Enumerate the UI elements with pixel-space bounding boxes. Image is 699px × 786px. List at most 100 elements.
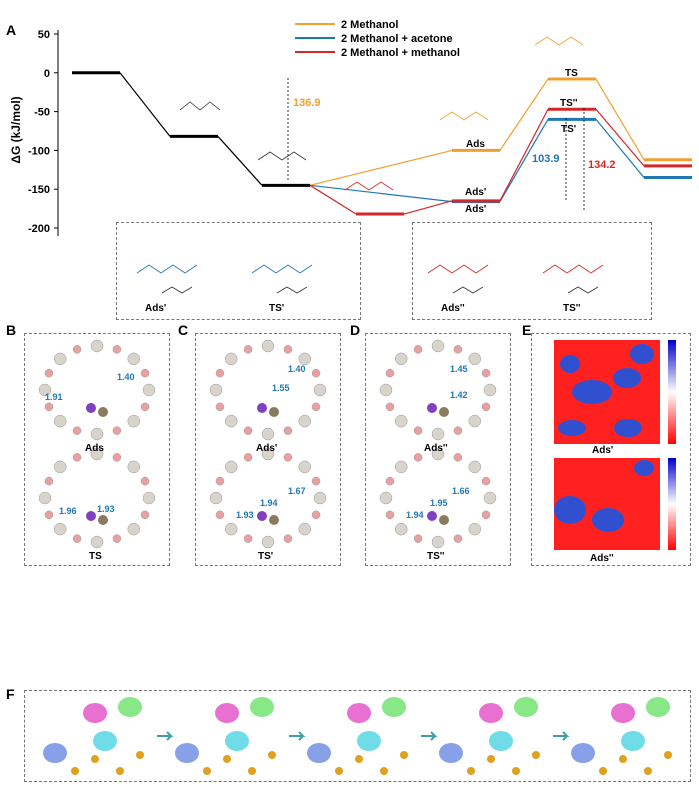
framework-atom: [72, 534, 82, 543]
framework-o-atom: [335, 767, 343, 775]
framework-atom: [72, 426, 82, 435]
framework-atom: [453, 453, 463, 462]
sketch-ts-initial: [257, 151, 307, 161]
step-arrow: [289, 731, 306, 741]
state-label-ads1b: Ads': [465, 204, 486, 215]
orbital-lobe: [514, 697, 538, 717]
orbital-sequence: [43, 697, 672, 775]
structure-sketches: [179, 36, 584, 191]
connector: [403, 200, 453, 215]
panel-label-f: F: [6, 686, 15, 702]
dist-d-bottom-3: 1.94: [406, 510, 424, 520]
framework-atom: [215, 402, 225, 412]
framework-atom: [413, 534, 423, 543]
framework-atom: [243, 534, 253, 543]
label-d-top: Ads'': [424, 443, 448, 454]
orbital-lobe: [347, 703, 371, 723]
si-atom: [439, 407, 449, 417]
si-atom: [98, 515, 108, 525]
legend-label-methanol: 2 Methanol: [341, 19, 398, 31]
structure-box-d: Ads'' TS'' 1.45 1.42 1.66 1.95 1.94: [365, 333, 511, 566]
elf-label-top: Ads': [592, 445, 614, 456]
framework-atom: [53, 460, 67, 474]
barrier-value-red: 134.2: [588, 159, 616, 171]
inset-label-ts1: TS': [269, 303, 285, 314]
panel-label-d: D: [350, 322, 361, 338]
elf-box: Ads' Ads'': [531, 333, 691, 566]
orbital-lobe: [382, 697, 406, 717]
orbital-lobe: [646, 697, 670, 717]
framework-atom: [468, 522, 482, 536]
framework-o-atom: [248, 767, 256, 775]
framework-atom: [209, 491, 223, 505]
framework-atom: [283, 453, 293, 462]
y-tick-label: -100: [28, 145, 50, 157]
y-tick-label: -150: [28, 184, 50, 196]
framework-o-atom: [380, 767, 388, 775]
framework-atom: [72, 453, 82, 462]
dist-b-top-1: 1.91: [45, 392, 63, 402]
orbital-lobe: [439, 743, 463, 763]
framework-atom: [394, 522, 408, 536]
framework-atom: [298, 352, 312, 366]
orbital-lobe: [357, 731, 381, 751]
inset-acetone-sketch: [136, 264, 313, 294]
framework-atom: [311, 368, 321, 378]
elf-map-bottom-basins: [554, 460, 654, 532]
inset-methanol-sketch: [427, 264, 604, 294]
framework-atom: [112, 534, 122, 543]
framework-atom: [72, 345, 82, 354]
framework-atom: [431, 427, 445, 441]
framework-atom: [385, 402, 395, 412]
orbital-lobe: [621, 731, 645, 751]
sketch-ts: [534, 36, 584, 46]
inset-label-ads2: Ads'': [441, 303, 465, 314]
si-atom: [98, 407, 108, 417]
dist-b-top-2: 1.40: [117, 372, 135, 382]
zeolite-cage: [379, 339, 497, 549]
orbital-lobe: [83, 703, 107, 723]
framework-o-atom: [487, 755, 495, 763]
framework-o-atom: [532, 751, 540, 759]
dist-c-bottom-1: 1.67: [288, 486, 306, 496]
framework-atom: [90, 447, 104, 461]
framework-o-atom: [71, 767, 79, 775]
state-label-ads1: Ads': [465, 187, 486, 198]
framework-atom: [90, 339, 104, 353]
framework-o-atom: [91, 755, 99, 763]
al-atom: [86, 403, 96, 413]
orbital-lobe: [175, 743, 199, 763]
si-atom: [269, 407, 279, 417]
inset-box-methanol: Ads'' TS'': [412, 222, 652, 320]
framework-atom: [431, 447, 445, 461]
dist-b-bottom-1: 1.96: [59, 506, 77, 516]
framework-atom: [394, 414, 408, 428]
framework-o-atom: [512, 767, 520, 775]
state-label-ads: Ads: [466, 139, 485, 150]
framework-atom: [209, 383, 223, 397]
orbital-lobe: [611, 703, 635, 723]
framework-atom: [313, 491, 327, 505]
framework-atom: [44, 402, 54, 412]
panel-label-b: B: [6, 322, 17, 338]
label-b-bottom: TS: [89, 551, 102, 562]
dist-d-top-1: 1.45: [450, 364, 468, 374]
al-atom: [257, 511, 267, 521]
framework-atom: [127, 414, 141, 428]
framework-atom: [298, 460, 312, 474]
al-atom: [427, 403, 437, 413]
orbital-lobe: [307, 743, 331, 763]
framework-atom: [224, 352, 238, 366]
framework-atom: [298, 522, 312, 536]
framework-atom: [468, 460, 482, 474]
framework-atom: [481, 476, 491, 486]
framework-atom: [311, 510, 321, 520]
framework-o-atom: [467, 767, 475, 775]
connector: [595, 108, 645, 167]
connector: [309, 184, 357, 215]
framework-atom: [224, 522, 238, 536]
framework-atom: [53, 522, 67, 536]
connector: [595, 118, 645, 178]
framework-atom: [413, 345, 423, 354]
y-tick-label: -200: [28, 223, 50, 235]
